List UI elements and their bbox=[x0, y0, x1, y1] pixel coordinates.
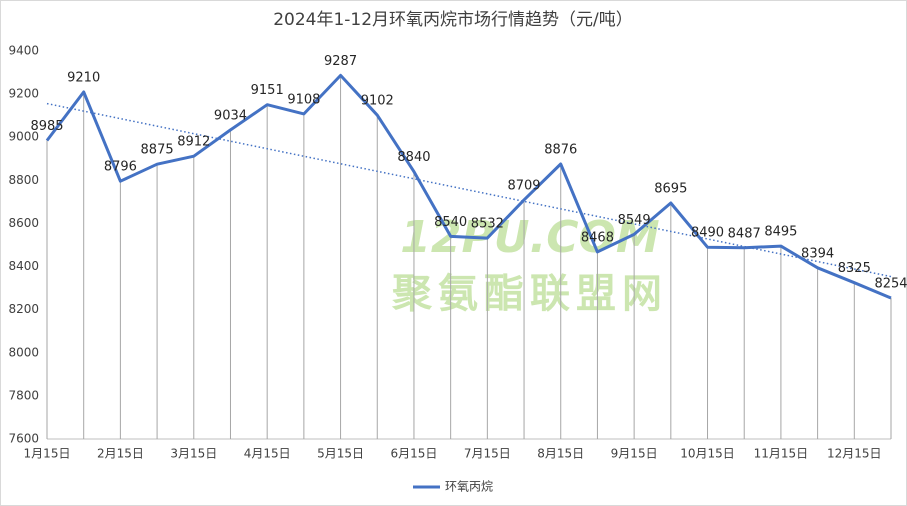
x-tick-label: 12月15日 bbox=[827, 447, 882, 461]
y-tick-label: 9400 bbox=[8, 44, 39, 58]
data-label: 9210 bbox=[67, 70, 100, 85]
y-tick-label: 7800 bbox=[8, 388, 39, 402]
watermark: 聚氨酯联盟网 bbox=[391, 271, 668, 317]
x-tick-label: 8月15日 bbox=[537, 447, 584, 461]
x-tick-label: 5月15日 bbox=[317, 447, 364, 461]
y-tick-label: 7600 bbox=[8, 432, 39, 446]
data-label: 8912 bbox=[177, 135, 210, 150]
x-tick-label: 10月15日 bbox=[680, 447, 735, 461]
data-label: 8540 bbox=[434, 215, 467, 230]
x-tick-label: 9月15日 bbox=[611, 447, 658, 461]
data-label: 8875 bbox=[141, 143, 174, 158]
data-label: 8695 bbox=[654, 181, 687, 196]
y-tick-label: 8200 bbox=[8, 302, 39, 316]
data-label: 8840 bbox=[397, 150, 430, 165]
y-tick-label: 9200 bbox=[8, 87, 39, 101]
x-tick-label: 11月15日 bbox=[754, 447, 809, 461]
chart-title: 2024年1-12月环氧丙烷市场行情趋势（元/吨） bbox=[273, 10, 633, 30]
y-tick-label: 8400 bbox=[8, 259, 39, 273]
x-tick-label: 7月15日 bbox=[464, 447, 511, 461]
data-label: 9108 bbox=[287, 92, 320, 107]
data-label: 8532 bbox=[471, 217, 504, 232]
legend-label: 环氧丙烷 bbox=[445, 480, 493, 494]
x-tick-label: 3月15日 bbox=[170, 447, 217, 461]
data-label: 8549 bbox=[618, 213, 651, 228]
data-label: 9102 bbox=[361, 94, 394, 109]
y-tick-label: 8800 bbox=[8, 173, 39, 187]
y-tick-label: 8600 bbox=[8, 216, 39, 230]
x-tick-label: 4月15日 bbox=[244, 447, 291, 461]
data-label: 8876 bbox=[544, 142, 577, 157]
data-label: 8394 bbox=[801, 246, 834, 261]
x-tick-label: 1月15日 bbox=[24, 447, 71, 461]
data-label: 8796 bbox=[104, 160, 137, 175]
data-label: 8325 bbox=[838, 261, 871, 276]
data-label: 8495 bbox=[764, 225, 797, 240]
x-tick-label: 2月15日 bbox=[97, 447, 144, 461]
data-label: 8254 bbox=[874, 277, 907, 292]
data-label: 9151 bbox=[251, 83, 284, 98]
data-label: 9034 bbox=[214, 108, 247, 123]
data-label: 8709 bbox=[507, 178, 540, 193]
data-label: 8490 bbox=[691, 226, 724, 241]
data-label: 9287 bbox=[324, 54, 357, 69]
x-tick-label: 6月15日 bbox=[391, 447, 438, 461]
data-label: 8468 bbox=[581, 230, 614, 245]
data-label: 8487 bbox=[728, 226, 761, 241]
y-tick-label: 8000 bbox=[8, 345, 39, 359]
y-tick-label: 9000 bbox=[8, 130, 39, 144]
data-label: 8985 bbox=[30, 119, 63, 134]
data-line bbox=[45, 73, 892, 300]
